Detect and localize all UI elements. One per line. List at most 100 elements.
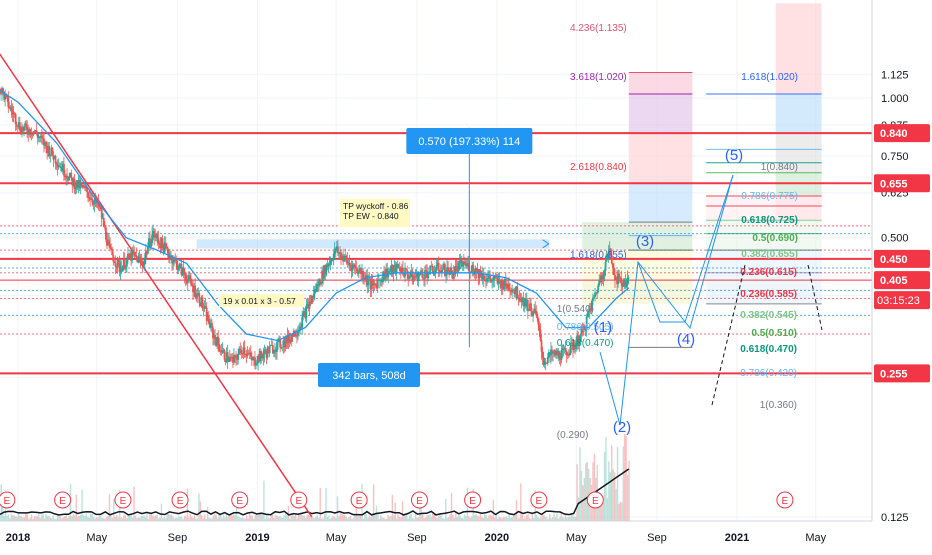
volume-bar — [377, 513, 379, 521]
candle-body — [106, 239, 108, 246]
candle-body — [624, 280, 627, 287]
volume-bar — [130, 513, 132, 521]
volume-bar — [433, 514, 435, 521]
candle-body — [325, 264, 328, 275]
candle-body — [184, 275, 187, 281]
candle-body — [123, 258, 126, 269]
volume-bar — [310, 515, 313, 521]
candle-body — [528, 309, 530, 312]
volume-bar — [56, 514, 59, 521]
earnings-marker — [54, 491, 72, 509]
candle-body — [101, 217, 104, 219]
candle-body — [490, 278, 493, 282]
volume-bar — [345, 516, 347, 521]
candle-body — [415, 271, 418, 277]
fib-label: 1.618(1.020) — [741, 72, 798, 83]
volume-bar — [22, 517, 24, 521]
volume-bar — [6, 515, 8, 521]
note-line: 19 x 0.01 x 3 - 0.57 — [223, 296, 296, 306]
candle-body — [222, 350, 225, 352]
volume-bar — [10, 513, 13, 521]
volume-bar — [355, 502, 357, 521]
candle-body — [169, 256, 171, 258]
volume-bar — [139, 517, 141, 521]
candle-body — [301, 316, 304, 328]
volume-bar — [359, 514, 362, 521]
candle-body — [179, 264, 182, 266]
candle-body — [524, 298, 527, 307]
candle-body — [236, 358, 239, 360]
candle-body — [93, 200, 96, 205]
volume-bar — [266, 515, 268, 521]
candle-body — [10, 106, 13, 111]
candle-body — [164, 242, 167, 247]
volume-bar — [143, 515, 145, 521]
candle-body — [74, 187, 77, 190]
candle-body — [601, 275, 604, 280]
x-tick-label: 2019 — [245, 532, 269, 544]
candle-body — [195, 296, 198, 298]
candle-body — [182, 267, 185, 274]
volume-bar — [319, 487, 321, 521]
candle-body — [626, 277, 629, 284]
fib-zone — [706, 195, 822, 221]
earnings-marker-label: E — [782, 496, 789, 507]
volume-bar — [436, 518, 438, 521]
candle-body — [489, 275, 491, 279]
candle-body — [621, 282, 624, 287]
candle-body — [560, 350, 563, 360]
volume-bar — [332, 515, 334, 521]
candle-body — [625, 283, 628, 287]
volume-bar — [248, 513, 251, 521]
wave-label: (2) — [613, 419, 631, 436]
volume-bar — [447, 517, 450, 521]
volume-bar — [374, 514, 376, 521]
candle-body — [204, 306, 207, 308]
volume-bar — [305, 518, 307, 521]
volume-bar — [456, 517, 459, 521]
candle-body — [402, 267, 404, 275]
volume-bar — [100, 513, 102, 521]
volume-bar — [408, 515, 411, 521]
projection-line — [711, 264, 746, 406]
candle-body — [328, 263, 331, 265]
candle-body — [264, 349, 267, 353]
candle-body — [498, 278, 501, 282]
candle-body — [454, 266, 457, 275]
candle-body — [549, 352, 551, 356]
candle-body — [613, 267, 615, 275]
candle-body — [355, 267, 358, 272]
volume-bar — [35, 516, 37, 521]
volume-bar — [238, 516, 241, 521]
volume-bar — [384, 518, 386, 521]
candle-body — [111, 248, 114, 256]
candle-body — [602, 274, 605, 280]
candle-body — [589, 308, 592, 311]
candle-body — [40, 135, 43, 138]
volume-bar — [85, 513, 88, 521]
x-tick-label: May — [566, 532, 587, 544]
volume-bar — [527, 513, 529, 521]
level-price-tag — [874, 271, 930, 290]
fib-label: 1(0.360) — [760, 400, 797, 411]
candle-body — [450, 267, 453, 271]
candle-body — [228, 357, 231, 361]
candle-body — [369, 279, 372, 290]
volume-bar — [445, 498, 447, 521]
candle-body — [442, 264, 445, 269]
candle-body — [38, 136, 41, 138]
x-tick-label: 2020 — [485, 532, 509, 544]
volume-bar — [544, 516, 547, 521]
volume-bar — [498, 516, 500, 521]
candle-body — [424, 270, 426, 279]
volume-bar — [502, 517, 505, 521]
volume-bar — [178, 516, 180, 521]
earnings-marker — [231, 491, 249, 509]
candle-body — [34, 130, 37, 132]
volume-bar — [137, 517, 140, 521]
candle-body — [141, 261, 144, 266]
volume-bar — [323, 514, 326, 521]
volume-bar — [410, 514, 412, 521]
